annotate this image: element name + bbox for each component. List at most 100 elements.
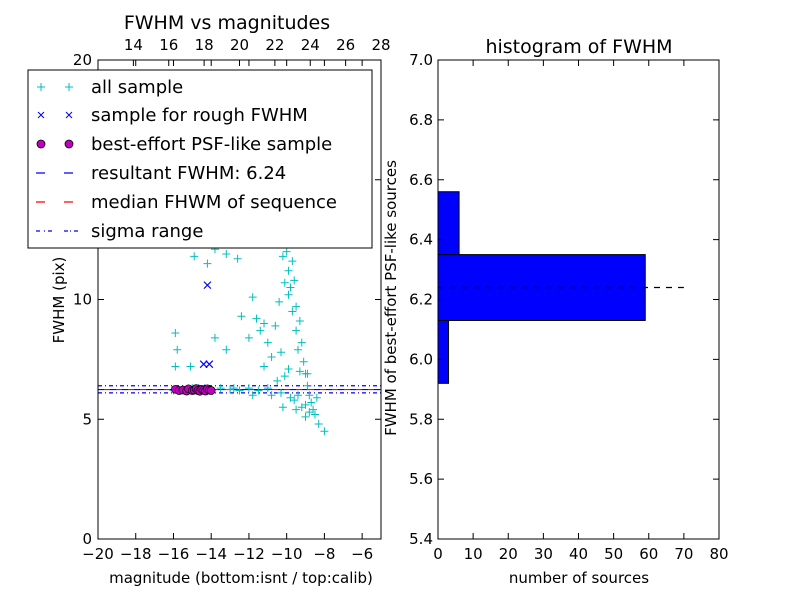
left-chart: FWHM vs magnitudes 14 16 18 20 22 24 26 28 −20−… <box>27 12 391 587</box>
left-top-tick-label-7: 28 <box>371 36 390 54</box>
series-0-point-26 <box>292 326 301 335</box>
legend-label-resultant-fwhm: resultant FWHM: 6.24 <box>91 163 286 184</box>
left-x-tick-label-0: −20 <box>82 545 114 563</box>
right-x-tick-label-0: 0 <box>433 545 443 563</box>
series-2-point-15 <box>206 386 216 395</box>
right-x-tick-label-1: 10 <box>464 545 483 563</box>
left-chart-title: FWHM vs magnitudes <box>124 12 330 34</box>
series-0-point-29 <box>297 338 306 347</box>
series-0-point-50 <box>235 386 244 395</box>
legend-entry-median: median FHWM of sequence <box>36 192 337 213</box>
series-0-point-70 <box>267 391 276 400</box>
series-0-point-5 <box>190 252 199 261</box>
right-chart: histogram of FWHM 0 10 20 30 40 50 60 70 80 5.45… <box>382 36 729 587</box>
series-0-point-12 <box>248 293 257 302</box>
x-marker-icon <box>37 111 73 119</box>
series-0-point-19 <box>275 297 284 306</box>
legend-label-rough-sample: sample for rough FWHM <box>91 105 308 126</box>
histogram-bar-2 <box>437 191 460 256</box>
series-0-point-1 <box>173 345 182 354</box>
left-x-tick-label-7: −6 <box>351 545 373 563</box>
series-0-point-39 <box>280 372 289 381</box>
legend-label-psf-sample: best-effort PSF-like sample <box>91 134 332 155</box>
legend-entry-resultant-fwhm: resultant FWHM: 6.24 <box>36 163 286 184</box>
histogram-bar-0 <box>437 319 450 384</box>
right-x-tick-label-3: 30 <box>534 545 553 563</box>
series-0-point-13 <box>252 314 261 323</box>
left-plot-area <box>98 204 381 436</box>
series-0-point-79 <box>237 312 246 321</box>
series-0-point-64 <box>280 278 289 287</box>
left-y-tick-label-2: 10 <box>73 291 92 309</box>
right-y-tick-label-1: 5.6 <box>409 470 433 488</box>
series-1-point-0 <box>203 281 212 290</box>
left-bottom-axis: −20 −18 −16 −14 −12 −10 −8 −6 <box>82 60 373 563</box>
series-0-point-20 <box>278 252 287 261</box>
right-x-tick-label-4: 40 <box>569 545 588 563</box>
plus-marker-icon <box>37 83 73 91</box>
series-1-point-1 <box>199 360 208 369</box>
histogram-bar-1 <box>437 254 646 321</box>
right-x-tick-label-2: 20 <box>499 545 518 563</box>
series-0-point-47 <box>263 384 272 393</box>
series-0-point-9 <box>222 249 231 258</box>
left-x-tick-label-4: −12 <box>233 545 265 563</box>
series-0-point-62 <box>284 290 293 299</box>
series-0-point-18 <box>271 321 280 330</box>
series-0-point-28 <box>295 317 304 326</box>
series-0-point-71 <box>248 391 257 400</box>
right-x-axis: 0 10 20 30 40 50 60 70 80 <box>433 60 729 563</box>
right-x-tick-label-5: 50 <box>604 545 623 563</box>
series-0-point-14 <box>256 326 265 335</box>
legend-entry-psf-sample: best-effort PSF-like sample <box>36 134 332 155</box>
legend-label-sigma-range: sigma range <box>91 221 203 242</box>
legend: all sample sample for rough FWHM best-ef… <box>27 69 373 249</box>
left-x-tick-label-5: −10 <box>271 545 303 563</box>
series-0-point-44 <box>293 391 302 400</box>
legend-box <box>27 69 373 249</box>
legend-label-all-sample: all sample <box>91 77 183 98</box>
left-x-axis-label: magnitude (bottom:isnt / top:calib) <box>109 569 373 587</box>
right-y-tick-label-8: 7.0 <box>409 51 433 69</box>
series-0-point-75 <box>301 412 310 421</box>
series-0-point-66 <box>284 364 293 373</box>
series-0-point-76 <box>305 408 314 417</box>
series-0-point-25 <box>290 276 299 285</box>
series-0-point-23 <box>286 283 295 292</box>
series-0-point-65 <box>292 302 301 311</box>
series-0-point-24 <box>288 307 297 316</box>
legend-label-median: median FHWM of sequence <box>91 192 337 213</box>
right-chart-title: histogram of FWHM <box>485 36 672 58</box>
series-0-point-17 <box>267 352 276 361</box>
right-x-tick-label-8: 80 <box>709 545 728 563</box>
series-0-point-60 <box>244 333 253 342</box>
left-top-tick-label-1: 16 <box>159 36 178 54</box>
left-x-tick-label-1: −18 <box>120 545 152 563</box>
right-plot-area <box>437 191 684 384</box>
left-x-tick-label-3: −14 <box>195 545 227 563</box>
series-0-point-61 <box>260 362 269 371</box>
right-y-tick-label-2: 5.8 <box>409 410 433 428</box>
series-0-point-40 <box>277 388 286 397</box>
right-y-tick-label-6: 6.6 <box>409 171 433 189</box>
series-0-point-59 <box>186 362 195 371</box>
series-0-point-15 <box>260 319 269 328</box>
series-0-point-2 <box>171 362 180 371</box>
series-0-point-46 <box>301 400 310 409</box>
series-0-point-7 <box>203 259 212 268</box>
series-0-point-77 <box>312 393 321 402</box>
left-top-tick-label-6: 26 <box>336 36 355 54</box>
series-0-point-69 <box>303 369 312 378</box>
right-x-tick-label-7: 70 <box>674 545 693 563</box>
circle-marker-icon <box>36 139 74 149</box>
series-0-point-72 <box>229 384 238 393</box>
left-y-tick-label-4: 20 <box>73 51 92 69</box>
right-y-tick-label-3: 6.0 <box>409 350 433 368</box>
legend-entry-all-sample: all sample <box>37 77 183 98</box>
series-0-point-41 <box>273 376 282 385</box>
series-0-point-78 <box>222 345 231 354</box>
series-0-point-51 <box>226 385 235 394</box>
series-0-point-33 <box>305 391 314 400</box>
series-0-point-22 <box>284 266 293 275</box>
